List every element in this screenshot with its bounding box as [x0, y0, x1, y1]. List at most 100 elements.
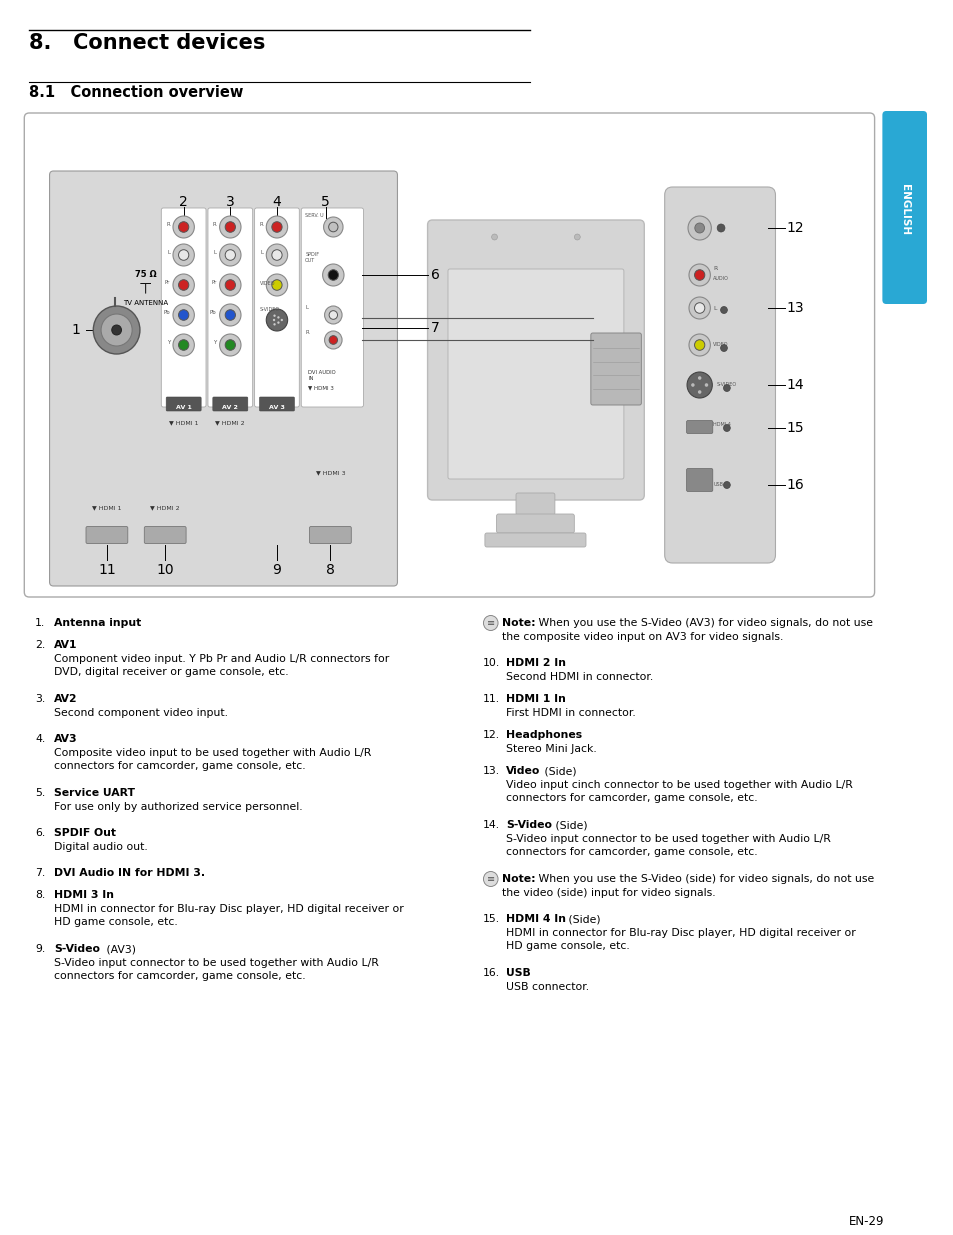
Text: HDMI 2 In: HDMI 2 In	[506, 658, 566, 668]
Text: VIDEO: VIDEO	[259, 282, 274, 287]
Text: When you use the S-Video (AV3) for video signals, do not use: When you use the S-Video (AV3) for video…	[535, 618, 873, 629]
Text: 5: 5	[321, 195, 330, 209]
Text: For use only by authorized service personnel.: For use only by authorized service perso…	[54, 802, 303, 811]
Circle shape	[266, 216, 288, 238]
Circle shape	[225, 249, 235, 261]
Text: ▼ HDMI 3: ▼ HDMI 3	[315, 471, 345, 475]
Text: ▼ HDMI 1: ▼ HDMI 1	[169, 420, 198, 425]
Circle shape	[172, 216, 194, 238]
Circle shape	[225, 340, 235, 351]
Text: 6.: 6.	[35, 827, 45, 839]
Circle shape	[688, 333, 710, 356]
Text: 75 Ω: 75 Ω	[134, 270, 156, 279]
Text: Pr: Pr	[212, 279, 216, 284]
Text: 4: 4	[273, 195, 281, 209]
Circle shape	[329, 336, 337, 345]
FancyBboxPatch shape	[166, 396, 201, 411]
Circle shape	[717, 224, 724, 232]
Circle shape	[101, 314, 132, 346]
Circle shape	[698, 390, 700, 394]
FancyBboxPatch shape	[208, 207, 253, 408]
Circle shape	[219, 216, 241, 238]
Circle shape	[688, 296, 710, 319]
Text: AV 1: AV 1	[175, 405, 192, 410]
Text: 12: 12	[785, 221, 802, 235]
Text: S-VIDEO: S-VIDEO	[259, 308, 279, 312]
Text: L: L	[213, 249, 216, 254]
FancyBboxPatch shape	[301, 207, 363, 408]
Text: Stereo Mini Jack.: Stereo Mini Jack.	[506, 743, 597, 753]
Circle shape	[277, 321, 279, 324]
Text: Service UART: Service UART	[54, 788, 135, 798]
Text: DVI AUDIO
IN: DVI AUDIO IN	[308, 370, 335, 380]
Circle shape	[277, 316, 279, 319]
Text: HDMI 4 In: HDMI 4 In	[506, 914, 566, 924]
Circle shape	[272, 222, 282, 232]
Circle shape	[694, 224, 704, 233]
Circle shape	[722, 384, 730, 391]
Text: S-Video input connector to be used together with Audio L/R: S-Video input connector to be used toget…	[54, 957, 379, 967]
Circle shape	[219, 333, 241, 356]
Text: AV1: AV1	[54, 640, 78, 650]
Text: HDMI in connector for Blu-ray Disc player, HD digital receiver or: HDMI in connector for Blu-ray Disc playe…	[54, 904, 404, 914]
Text: 3: 3	[226, 195, 234, 209]
Circle shape	[225, 279, 235, 290]
Circle shape	[687, 216, 711, 240]
Text: 1.: 1.	[35, 618, 45, 629]
Text: 2.: 2.	[35, 640, 45, 650]
Text: SPDIF
OUT: SPDIF OUT	[305, 252, 319, 263]
Text: 14.: 14.	[482, 820, 499, 830]
Text: TV ANTENNA: TV ANTENNA	[123, 300, 168, 306]
FancyBboxPatch shape	[24, 112, 874, 597]
Circle shape	[690, 383, 694, 387]
Circle shape	[324, 306, 342, 324]
Text: S-Video: S-Video	[54, 944, 100, 953]
Text: AV 2: AV 2	[222, 405, 238, 410]
FancyBboxPatch shape	[309, 526, 351, 543]
Text: 14: 14	[785, 378, 802, 391]
Text: R: R	[166, 221, 170, 226]
FancyBboxPatch shape	[590, 333, 640, 405]
Text: HD game console, etc.: HD game console, etc.	[54, 918, 178, 927]
Text: 9.: 9.	[35, 944, 45, 953]
Text: VIDEO: VIDEO	[713, 342, 728, 347]
Text: 1: 1	[71, 324, 80, 337]
Text: When you use the S-Video (side) for video signals, do not use: When you use the S-Video (side) for vide…	[535, 874, 874, 884]
Text: Note:: Note:	[502, 618, 536, 629]
Text: S-Video input connector to be used together with Audio L/R: S-Video input connector to be used toget…	[506, 834, 830, 844]
Text: ▼ HDMI 2: ▼ HDMI 2	[151, 505, 180, 510]
Text: L: L	[305, 305, 308, 310]
Text: connectors for camcorder, game console, etc.: connectors for camcorder, game console, …	[54, 761, 306, 771]
Text: 7.: 7.	[35, 868, 45, 878]
Text: the video (side) input for video signals.: the video (side) input for video signals…	[502, 888, 716, 898]
Circle shape	[219, 245, 241, 266]
Text: Pb: Pb	[163, 310, 170, 315]
Circle shape	[266, 245, 288, 266]
Text: 11: 11	[98, 563, 115, 577]
Text: Antenna input: Antenna input	[54, 618, 142, 629]
FancyBboxPatch shape	[448, 269, 623, 479]
Circle shape	[225, 222, 235, 232]
Text: R: R	[259, 221, 263, 226]
Circle shape	[219, 304, 241, 326]
Text: 2: 2	[179, 195, 188, 209]
Text: AUDIO: AUDIO	[713, 275, 728, 280]
Circle shape	[172, 245, 194, 266]
FancyBboxPatch shape	[86, 526, 128, 543]
Circle shape	[722, 425, 730, 431]
Text: L: L	[260, 249, 263, 254]
Circle shape	[178, 340, 189, 351]
Text: USB connector.: USB connector.	[506, 982, 589, 992]
Text: Component video input. Y Pb Pr and Audio L/R connectors for: Component video input. Y Pb Pr and Audio…	[54, 653, 389, 663]
Text: R: R	[305, 330, 309, 335]
Text: HD game console, etc.: HD game console, etc.	[506, 941, 629, 951]
Text: 8.: 8.	[35, 890, 45, 900]
Text: ▼ HDMI 1: ▼ HDMI 1	[92, 505, 122, 510]
Circle shape	[112, 325, 121, 335]
Circle shape	[178, 222, 189, 232]
Text: 8.   Connect devices: 8. Connect devices	[30, 33, 265, 53]
Text: (AV3): (AV3)	[103, 944, 136, 953]
Circle shape	[280, 319, 283, 321]
FancyBboxPatch shape	[664, 186, 775, 563]
Text: SPDIF Out: SPDIF Out	[54, 827, 116, 839]
